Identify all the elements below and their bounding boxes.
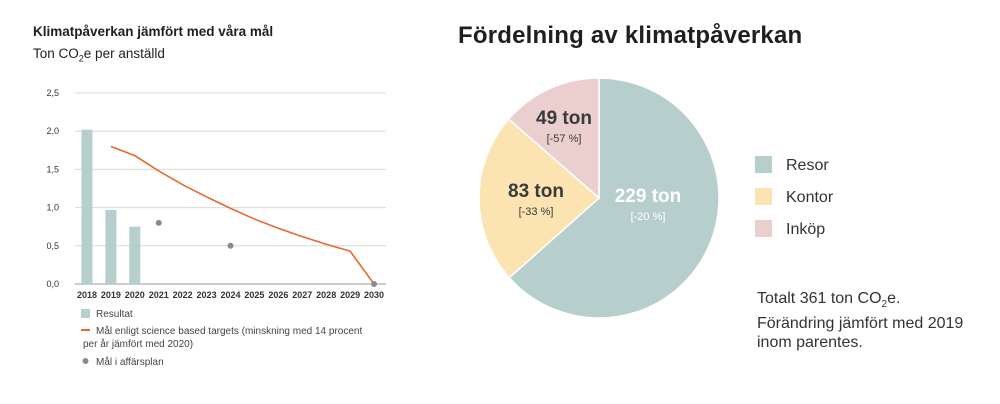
x-tick-label: 2023 xyxy=(197,290,217,300)
x-tick-label: 2020 xyxy=(125,290,145,300)
note-prefix: Totalt 361 ton CO xyxy=(757,290,882,307)
legend-label-line-2: per år jämfört med 2020) xyxy=(83,338,193,350)
x-tick-label: 2019 xyxy=(101,290,121,300)
y-tick-label: 1,0 xyxy=(46,203,59,213)
x-tick-label: 2029 xyxy=(340,290,360,300)
bar-resultat xyxy=(129,226,141,284)
subtitle-prefix: Ton CO xyxy=(33,46,79,61)
series-line-science-based-targets xyxy=(110,145,375,285)
legend-label-kontor: Kontor xyxy=(786,189,834,206)
legend-label-line-1: Mål enligt science based targets (minskn… xyxy=(96,325,362,337)
scatter-point-affarsplan xyxy=(227,242,234,249)
legend-swatch-kontor xyxy=(755,188,772,205)
x-tick-label: 2021 xyxy=(149,290,169,300)
legend-swatch-resultat xyxy=(81,309,90,318)
note-subscript: 2 xyxy=(881,299,888,311)
legend-swatch-resor xyxy=(755,156,772,173)
scatter-point-affarsplan xyxy=(155,219,162,226)
note-line-2: Förändring jämfört med 2019 xyxy=(757,315,964,333)
bar-resultat xyxy=(105,209,117,284)
y-tick-label: 0,0 xyxy=(46,279,59,289)
subtitle-subscript: 2 xyxy=(78,53,84,64)
total-note: Totalt 361 ton CO2e. Förändring jämfört … xyxy=(757,289,997,352)
pie-slice-inköp xyxy=(507,77,600,200)
pie-value-label: 49 ton xyxy=(536,108,592,129)
y-tick-label: 0,5 xyxy=(46,241,59,251)
pie-value-label: 229 ton xyxy=(615,186,682,207)
y-tick-label: 1,5 xyxy=(46,164,59,174)
y-tick-label: 2,0 xyxy=(46,126,59,136)
pie-change-label: [-33 %] xyxy=(519,206,554,218)
bar-resultat xyxy=(81,129,93,284)
x-tick-label: 2026 xyxy=(268,290,288,300)
pie-chart-title: Fördelning av klimatpåverkan xyxy=(458,22,803,49)
legend-swatch-inköp xyxy=(755,220,772,237)
x-tick-label: 2025 xyxy=(244,290,264,300)
line-chart-subtitle: Ton CO2e per anställd xyxy=(33,46,165,64)
pie-change-label: [-57 %] xyxy=(547,133,582,145)
pie-change-label: [-20 %] xyxy=(631,211,666,223)
x-tick-label: 2030 xyxy=(364,290,384,300)
x-tick-label: 2028 xyxy=(316,290,336,300)
scatter-point-affarsplan xyxy=(371,281,378,287)
subtitle-suffix: e per anställd xyxy=(83,46,165,61)
x-tick-label: 2024 xyxy=(220,290,240,300)
legend-label-affarsplan: Mål i affärsplan xyxy=(96,356,164,368)
legend-label-resor: Resor xyxy=(786,157,829,174)
pie-slice-resor xyxy=(508,77,720,319)
x-tick-label: 2018 xyxy=(77,290,97,300)
y-tick-label: 2,5 xyxy=(46,88,59,98)
pie-value-label: 83 ton xyxy=(508,181,564,202)
x-tick-label: 2027 xyxy=(292,290,312,300)
x-tick-label: 2022 xyxy=(173,290,193,300)
legend-swatch-dot xyxy=(82,358,89,364)
pie-slice-kontor xyxy=(478,118,601,279)
line-chart-title: Klimatpåverkan jämfört med våra mål xyxy=(33,24,274,39)
note-suffix: e. xyxy=(887,290,901,307)
note-line-1: Totalt 361 ton CO2e. xyxy=(757,289,997,314)
legend-label-resultat: Resultat xyxy=(96,309,133,320)
note-line-3: inom parentes. xyxy=(757,334,863,352)
legend-label-inköp: Inköp xyxy=(786,221,825,238)
